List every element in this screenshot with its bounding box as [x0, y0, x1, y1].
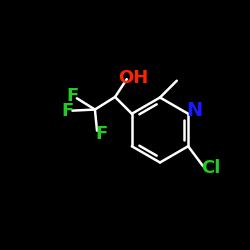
- Text: F: F: [66, 87, 78, 105]
- Text: F: F: [95, 125, 107, 143]
- Text: N: N: [186, 100, 203, 119]
- Text: OH: OH: [118, 69, 148, 87]
- Text: F: F: [62, 102, 74, 120]
- Text: Cl: Cl: [201, 158, 220, 176]
